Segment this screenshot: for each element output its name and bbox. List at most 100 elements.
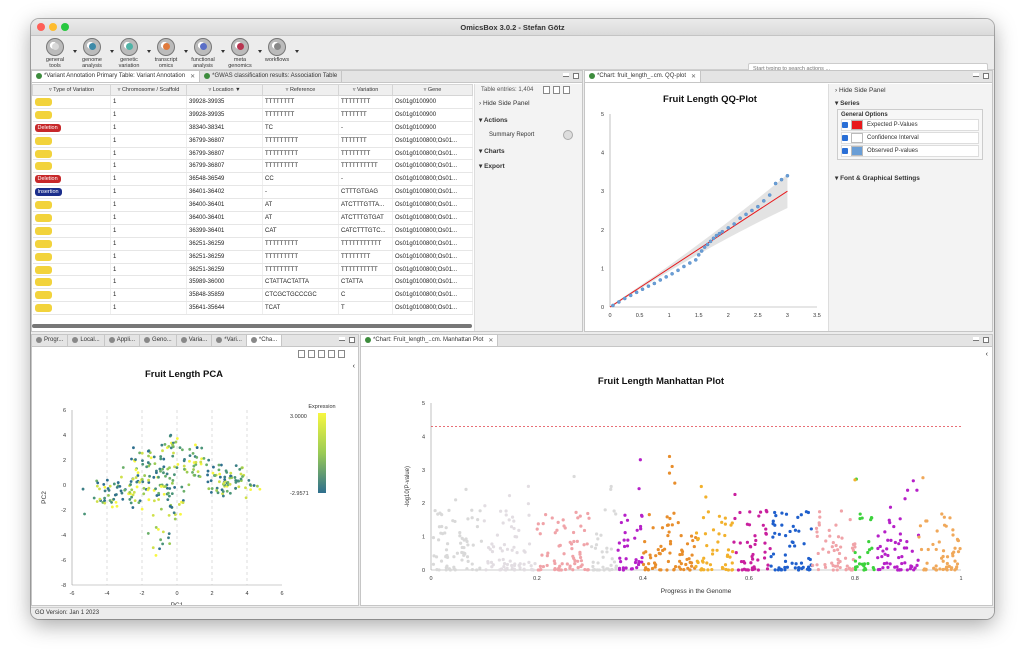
- toolbar-general-tools-button[interactable]: general tools: [35, 38, 77, 69]
- maximize-pane-icon[interactable]: [349, 337, 355, 343]
- table-row[interactable]: Deletion 1 36548-36549 CC - Os01g0100800;Os01…: [32, 172, 473, 187]
- table-row[interactable]: SNP 1 36799-36807 TTTTTTTTT TTTTTTTTTT Os01g0…: [32, 159, 473, 174]
- minimize-pane-icon[interactable]: [973, 73, 979, 77]
- table-row[interactable]: SNP 1 36400-36401 AT ATCTTTGTTA... Os01g01008…: [32, 198, 473, 213]
- summary-report-item[interactable]: Summary Report: [489, 132, 534, 138]
- save-icon[interactable]: [553, 86, 560, 94]
- pdf-export-icon[interactable]: [308, 350, 315, 358]
- close-window-button[interactable]: [37, 23, 45, 31]
- tab-bottom-left[interactable]: Varia...: [177, 335, 213, 346]
- series-color-swatch[interactable]: [851, 120, 863, 130]
- edit-icon[interactable]: [543, 86, 550, 94]
- filter-icon[interactable]: ▿: [208, 87, 213, 93]
- chevron-down-icon[interactable]: [295, 50, 299, 53]
- filter-icon[interactable]: ▿: [285, 87, 290, 93]
- manhattan-snp-point: [622, 544, 627, 549]
- table-row[interactable]: SNP 1 36251-36259 TTTTTTTTT TTTTTTTT Os01g010…: [32, 250, 473, 264]
- series-option-row[interactable]: Confidence Interval: [841, 132, 979, 144]
- table-row[interactable]: SNP 1 36251-36259 TTTTTTTTT TTTTTTTTTTT Os01g…: [32, 237, 473, 251]
- filter-icon[interactable]: ▿: [352, 87, 357, 93]
- filter-icon[interactable]: ▿: [423, 87, 428, 93]
- table-row[interactable]: SNP 1 36799-36807 TTTTTTTTT TTTTTTTT Os01g010…: [32, 147, 473, 161]
- maximize-pane-icon[interactable]: [983, 73, 989, 79]
- series-color-swatch[interactable]: [851, 133, 863, 143]
- image-export-icon[interactable]: [298, 350, 305, 358]
- chevron-down-icon[interactable]: [184, 50, 188, 53]
- table-row[interactable]: SNP 1 35641-35644 TCAT T Os01g0100800;Os01...: [32, 301, 473, 316]
- actions-section-header[interactable]: ▾ Actions: [479, 117, 508, 124]
- series-section-header[interactable]: ▾ Series: [835, 100, 860, 107]
- series-color-swatch[interactable]: [851, 146, 863, 156]
- summary-report-icon[interactable]: [563, 130, 573, 140]
- column-header[interactable]: ▿ Reference: [262, 84, 339, 96]
- checkbox-checked-icon[interactable]: [842, 122, 848, 128]
- table-row[interactable]: SNP 1 39928-39935 TTTTTTTT TTTTTTTT Os01g0100…: [32, 95, 473, 109]
- filter-icon[interactable]: ▿: [117, 87, 122, 93]
- chevron-down-icon[interactable]: [258, 50, 262, 53]
- table-row[interactable]: Insertion 1 36401-36402- CTTTGTGAG Os01g0100…: [32, 185, 473, 200]
- tab-bottom-left[interactable]: *Cha...: [246, 335, 283, 346]
- tab-bottom-left[interactable]: Progr...: [32, 335, 69, 346]
- tab-bottom-left[interactable]: *Vari...: [212, 335, 247, 346]
- close-tab-icon[interactable]: ✕: [190, 74, 196, 80]
- toolbar-functional-analysis-button[interactable]: functional analysis: [183, 38, 225, 69]
- maximize-pane-icon[interactable]: [573, 73, 579, 79]
- zoom-window-button[interactable]: [61, 23, 69, 31]
- checkbox-checked-icon[interactable]: [842, 135, 848, 141]
- side-panel-toggle-icon[interactable]: ‹: [352, 363, 355, 370]
- minimize-pane-icon[interactable]: [339, 337, 345, 341]
- minimize-pane-icon[interactable]: [973, 337, 979, 341]
- series-option-row[interactable]: Observed P-values: [841, 145, 979, 157]
- hide-side-panel-link[interactable]: › Hide Side Panel: [835, 87, 886, 94]
- tab-gwas-association[interactable]: *GWAS classification results: Associatio…: [200, 71, 343, 82]
- table-row[interactable]: SNP 1 36799-36807 TTTTTTTTT TTTTTTT Os01g0100…: [32, 134, 473, 148]
- table-cell: Os01g0100800;Os01...: [392, 275, 473, 290]
- column-header[interactable]: ▿ Type of Variation: [32, 84, 111, 96]
- hide-side-panel-link[interactable]: › Hide Side Panel: [479, 100, 530, 107]
- toolbar-metagenomics-button[interactable]: meta genomics: [220, 38, 262, 69]
- column-header[interactable]: ▿ Location ▼: [186, 84, 263, 96]
- column-header[interactable]: ▿ Chromosome / Scaffold: [110, 84, 187, 96]
- chevron-down-icon[interactable]: [73, 50, 77, 53]
- toolbar-transcriptomics-button[interactable]: transcript omics: [146, 38, 188, 69]
- charts-section-header[interactable]: ▾ Charts: [479, 148, 505, 155]
- save-as-icon[interactable]: [563, 86, 570, 94]
- chevron-down-icon[interactable]: [221, 50, 225, 53]
- tab-bottom-left[interactable]: Appli...: [105, 335, 141, 346]
- tab-bottom-left[interactable]: Geno...: [140, 335, 177, 346]
- filter-icon[interactable]: ▿: [48, 87, 54, 93]
- toolbar-genome-analysis-button[interactable]: genome analysis: [72, 38, 114, 69]
- tab-variant-annotation[interactable]: *Variant Annotation Primary Table: Varia…: [32, 71, 201, 82]
- minimize-pane-icon[interactable]: [563, 73, 569, 77]
- table-row[interactable]: SNP 1 35989-36000 CTATTACTATTA CTATTA Os01g01…: [32, 275, 473, 290]
- table-row[interactable]: SNP 1 39928-39935 TTTTTTTT TTTTTTT Os01g01009…: [32, 108, 473, 122]
- chevron-down-icon[interactable]: [110, 50, 114, 53]
- font-settings-section-header[interactable]: ▾ Font & Graphical Settings: [835, 175, 920, 182]
- excel-export-icon[interactable]: [318, 350, 325, 358]
- save-icon[interactable]: [328, 350, 335, 358]
- export-section-header[interactable]: ▾ Export: [479, 163, 505, 170]
- table-row[interactable]: SNP 1 36400-36401 AT ATCTTTGTGAT Os01g0100800…: [32, 211, 473, 225]
- toolbar-workflows-button[interactable]: workflows: [257, 38, 299, 63]
- tab-bottom-left[interactable]: Local...: [68, 335, 105, 346]
- series-option-row[interactable]: Expected P-Values: [841, 119, 979, 131]
- table-row[interactable]: SNP 1 35848-35859 CTCGCTGCCCGC C Os01g0100800…: [32, 288, 473, 303]
- side-panel-toggle-icon[interactable]: ‹: [985, 351, 988, 358]
- maximize-pane-icon[interactable]: [983, 337, 989, 343]
- horizontal-scrollbar[interactable]: [32, 324, 472, 328]
- table-row[interactable]: Deletion 1 38340-38341 TC - Os01g0100900: [32, 121, 473, 135]
- column-header[interactable]: ▿ Gene: [392, 84, 473, 96]
- column-header[interactable]: ▿ Variation: [338, 84, 393, 96]
- close-tab-icon[interactable]: ✕: [691, 74, 697, 80]
- tab-qq-plot[interactable]: *Chart: fruit_length_..cm. QQ-plot ✕: [585, 71, 702, 82]
- checkbox-checked-icon[interactable]: [842, 148, 848, 154]
- table-row[interactable]: SNP 1 36399-36401 CAT CATCTTTGTC... Os01g0100…: [32, 224, 473, 238]
- close-tab-icon[interactable]: ✕: [488, 338, 494, 344]
- minimize-window-button[interactable]: [49, 23, 57, 31]
- save-as-icon[interactable]: [338, 350, 345, 358]
- tab-manhattan-plot[interactable]: *Chart: Fruit_length_..cm. Manhattan Plo…: [361, 335, 499, 346]
- manhattan-snp-point: [617, 566, 622, 570]
- toolbar-genetic-variation-button[interactable]: genetic variation: [109, 38, 151, 69]
- table-row[interactable]: SNP 1 36251-36259 TTTTTTTTT TTTTTTTTTT Os01g0…: [32, 263, 473, 277]
- chevron-down-icon[interactable]: [147, 50, 151, 53]
